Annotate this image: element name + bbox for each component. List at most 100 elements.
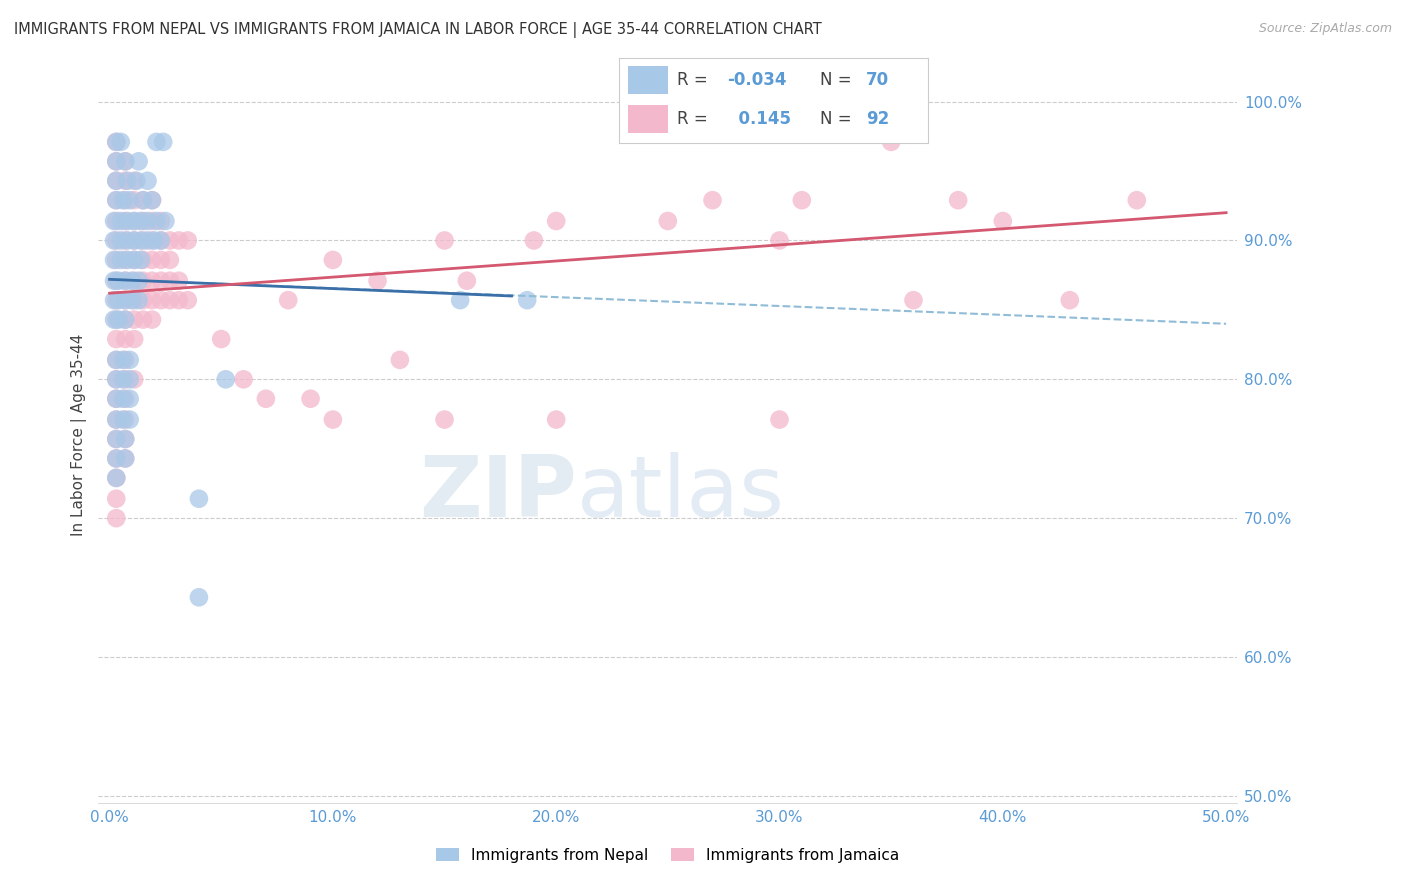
Point — [107, 293, 129, 308]
Point — [159, 252, 181, 267]
Point — [111, 352, 134, 367]
Point — [209, 332, 232, 346]
Point — [114, 432, 136, 446]
Point — [456, 274, 478, 288]
Point — [103, 252, 125, 267]
Point — [122, 234, 145, 248]
Point — [449, 293, 471, 308]
Point — [110, 135, 132, 149]
Point — [110, 214, 132, 228]
Point — [215, 372, 238, 386]
Point — [322, 412, 344, 426]
Point — [132, 293, 155, 308]
Point — [114, 372, 136, 386]
Point — [546, 214, 568, 228]
Point — [1059, 293, 1081, 308]
Point — [141, 312, 163, 326]
Point — [702, 193, 724, 207]
Point — [117, 252, 139, 267]
Point — [105, 392, 128, 406]
Point — [187, 591, 209, 605]
Point — [122, 193, 145, 207]
Point — [103, 312, 125, 326]
Text: N =: N = — [820, 110, 856, 128]
Point — [132, 252, 155, 267]
Point — [141, 234, 163, 248]
Point — [105, 511, 128, 525]
Point — [114, 432, 136, 446]
Point — [111, 193, 134, 207]
Point — [129, 234, 152, 248]
Point — [136, 234, 159, 248]
Point — [114, 274, 136, 288]
Point — [111, 372, 134, 386]
Point — [132, 214, 155, 228]
Point — [388, 352, 411, 367]
Point — [105, 154, 128, 169]
Point — [122, 372, 145, 386]
Point — [114, 154, 136, 169]
Point — [145, 135, 167, 149]
Point — [105, 412, 128, 426]
Point — [254, 392, 277, 406]
Point — [141, 214, 163, 228]
Text: 70: 70 — [866, 71, 889, 89]
Point — [141, 252, 163, 267]
Point — [117, 214, 139, 228]
Point — [141, 193, 163, 207]
Point — [122, 332, 145, 346]
Point — [114, 332, 136, 346]
Point — [105, 432, 128, 446]
Point — [141, 293, 163, 308]
Point — [1126, 193, 1149, 207]
Point — [122, 312, 145, 326]
Point — [155, 214, 177, 228]
Point — [114, 274, 136, 288]
Point — [132, 312, 155, 326]
Point — [105, 471, 128, 485]
Point — [149, 252, 172, 267]
Point — [149, 274, 172, 288]
Point — [122, 214, 145, 228]
Y-axis label: In Labor Force | Age 35-44: In Labor Force | Age 35-44 — [72, 334, 87, 536]
Point — [105, 154, 128, 169]
Point — [149, 293, 172, 308]
Point — [299, 392, 322, 406]
Point — [105, 135, 128, 149]
Point — [136, 214, 159, 228]
Point — [105, 372, 128, 386]
Point — [105, 252, 128, 267]
Point — [128, 154, 150, 169]
Point — [122, 252, 145, 267]
Point — [105, 332, 128, 346]
Point — [114, 312, 136, 326]
Point — [105, 193, 128, 207]
Point — [149, 214, 172, 228]
Point — [105, 193, 128, 207]
Point — [657, 214, 679, 228]
Text: R =: R = — [678, 110, 713, 128]
Point — [122, 174, 145, 188]
Point — [114, 234, 136, 248]
Point — [114, 293, 136, 308]
Point — [159, 293, 181, 308]
Point — [159, 234, 181, 248]
Point — [132, 193, 155, 207]
Point — [145, 214, 167, 228]
Point — [103, 274, 125, 288]
Point — [114, 252, 136, 267]
Point — [167, 274, 190, 288]
Point — [790, 193, 813, 207]
Point — [516, 293, 538, 308]
Point — [132, 274, 155, 288]
Point — [122, 252, 145, 267]
Point — [105, 214, 128, 228]
Point — [177, 293, 200, 308]
Point — [114, 214, 136, 228]
Point — [768, 234, 790, 248]
Point — [114, 352, 136, 367]
Point — [122, 293, 145, 308]
Point — [105, 432, 128, 446]
Point — [114, 392, 136, 406]
Point — [903, 293, 925, 308]
